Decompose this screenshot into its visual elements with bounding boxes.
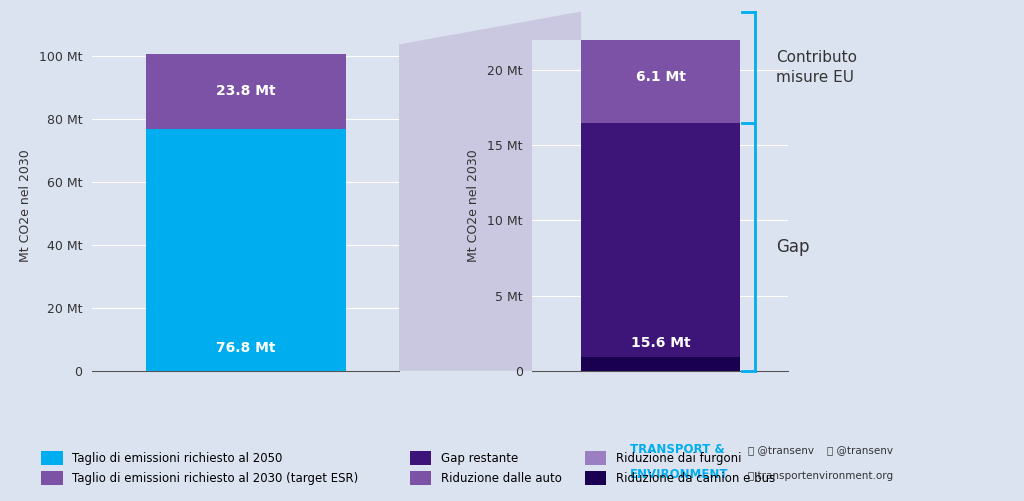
Bar: [146, 129, 346, 371]
Legend: Taglio di emissioni richiesto al 2050, Taglio di emissioni richiesto al 2030 (ta: Taglio di emissioni richiesto al 2050, T…: [37, 446, 364, 490]
Text: ␧ transportenvironment.org: ␧ transportenvironment.org: [748, 471, 893, 481]
Text: 23.8 Mt: 23.8 Mt: [216, 84, 275, 98]
Bar: [582, 357, 739, 371]
Text: 76.8 Mt: 76.8 Mt: [216, 341, 275, 355]
Y-axis label: Mt CO2e nel 2030: Mt CO2e nel 2030: [19, 149, 32, 262]
Text: Contributo
misure EU: Contributo misure EU: [776, 50, 857, 85]
Y-axis label: Mt CO2e nel 2030: Mt CO2e nel 2030: [467, 149, 480, 262]
Bar: [582, 31, 739, 123]
Bar: [582, 12, 739, 31]
Text: 15.6 Mt: 15.6 Mt: [631, 336, 690, 350]
Bar: [582, 123, 739, 357]
Text: TRANSPORT &: TRANSPORT &: [630, 443, 724, 456]
Bar: [146, 54, 346, 129]
Text: 6.1 Mt: 6.1 Mt: [636, 70, 685, 84]
Text: ␧ @transenv    ␧ @transenv: ␧ @transenv ␧ @transenv: [748, 446, 893, 456]
Text: ENVIRONMENT: ENVIRONMENT: [630, 468, 728, 481]
Legend: Gap restante, Riduzione dalle auto, Riduzione dai furgoni, Riduzione da camion e: Gap restante, Riduzione dalle auto, Ridu…: [406, 446, 780, 490]
Text: Gap: Gap: [776, 238, 809, 256]
